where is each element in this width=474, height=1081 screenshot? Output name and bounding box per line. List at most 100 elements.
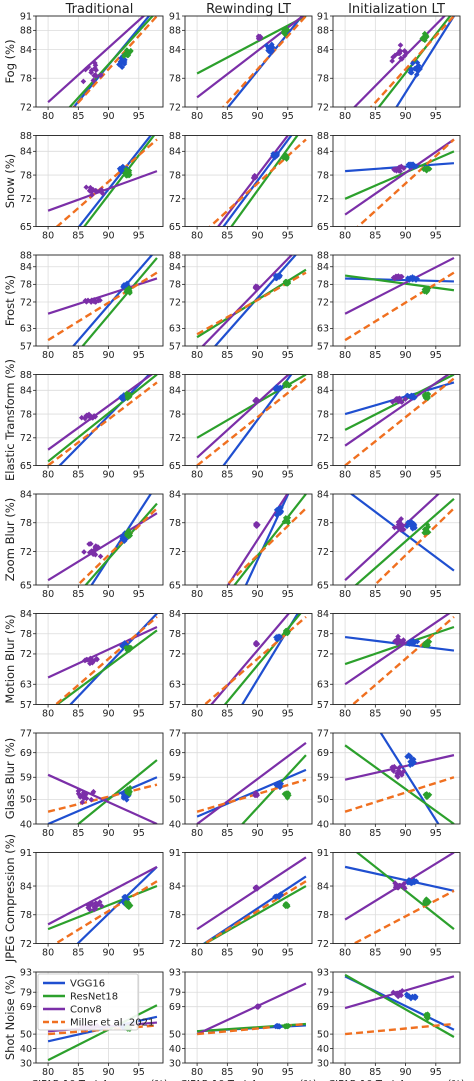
conv-point xyxy=(82,657,89,664)
x-tick-label: 95 xyxy=(133,350,145,361)
x-tick-label: 85 xyxy=(221,948,233,959)
y-tick-label: 50 xyxy=(317,795,329,806)
x-tick-label: 95 xyxy=(430,589,442,600)
vgg-fit-line xyxy=(202,875,307,944)
res-point xyxy=(123,899,129,906)
vgg-fit-line xyxy=(222,374,293,466)
y-tick-label: 88 xyxy=(20,370,32,381)
y-tick-label: 78 xyxy=(317,518,329,529)
miller-fit-line xyxy=(196,778,307,813)
panel-frame xyxy=(332,613,461,705)
panel-frame xyxy=(184,493,313,586)
panel-frame xyxy=(184,732,313,825)
conv-point xyxy=(252,885,259,891)
legend-label: Conv8 xyxy=(70,1005,102,1016)
x-tick-label: 95 xyxy=(133,111,145,122)
x-tick-label: 85 xyxy=(72,350,84,361)
x-tick-label: 80 xyxy=(339,828,351,839)
vgg-point xyxy=(124,282,131,289)
vgg-point xyxy=(276,893,283,899)
y-tick-label: 65 xyxy=(20,222,32,233)
vgg-point xyxy=(274,1023,280,1029)
conv-point xyxy=(393,273,399,280)
res-point xyxy=(282,31,289,38)
x-tick-label: 80 xyxy=(339,231,351,242)
panel: 80 85 90 95 57 63 72 78 84 xyxy=(20,609,164,720)
miller-fit-line xyxy=(351,615,455,705)
miller-fit-line xyxy=(344,776,455,813)
conv-point xyxy=(395,884,402,891)
panel: 80 85 90 95 72 78 84 88 91 xyxy=(169,11,313,122)
conv-point xyxy=(97,297,103,304)
res-fit-line xyxy=(68,16,155,107)
x-tick-label: 85 xyxy=(221,111,233,122)
y-tick-label: 72 xyxy=(20,433,32,444)
y-tick-label: 69 xyxy=(20,1002,32,1013)
vgg-point xyxy=(409,276,416,283)
conv-point xyxy=(390,54,396,60)
y-tick-label: 72 xyxy=(317,102,329,113)
res-point xyxy=(424,287,431,294)
x-tick-label: 95 xyxy=(430,1067,442,1078)
vgg-fit-line xyxy=(213,255,298,346)
conv-point xyxy=(391,763,398,770)
res-fit-line xyxy=(82,135,156,227)
x-tick-label: 80 xyxy=(191,589,203,600)
y-tick-label: 78 xyxy=(20,629,32,640)
y-tick-label: 77 xyxy=(20,728,32,739)
x-tick-label: 95 xyxy=(430,350,442,361)
x-tick-label: 85 xyxy=(369,111,381,122)
x-tick-label: 90 xyxy=(103,828,115,839)
vgg-point xyxy=(121,61,128,67)
conv-fit-line xyxy=(353,16,447,107)
x-tick-label: 95 xyxy=(282,470,294,481)
y-tick-label: 72 xyxy=(317,194,329,205)
conv-point xyxy=(397,42,404,48)
y-tick-label: 72 xyxy=(20,939,32,950)
conv-point xyxy=(88,413,94,420)
x-tick-label: 95 xyxy=(282,828,294,839)
vgg-point xyxy=(414,638,421,645)
x-tick-label: 80 xyxy=(42,709,54,720)
panel-frame xyxy=(184,613,313,705)
vgg-point xyxy=(123,793,130,799)
vgg-point xyxy=(119,533,125,540)
y-tick-label: 84 xyxy=(169,386,181,397)
x-axis-label: CIFAR-10 Test Accuracy (%) xyxy=(180,1079,317,1081)
x-tick-label: 85 xyxy=(221,589,233,600)
y-tick-label: 79 xyxy=(317,988,329,999)
y-tick-label: 30 xyxy=(20,1058,32,1069)
panel-frame xyxy=(35,852,164,944)
y-tick-label: 84 xyxy=(317,147,329,158)
panel-frame xyxy=(184,374,313,466)
res-point xyxy=(125,172,132,178)
res-point xyxy=(424,391,431,398)
x-tick-label: 85 xyxy=(72,231,84,242)
legend-label: ResNet18 xyxy=(70,992,118,1003)
x-tick-label: 90 xyxy=(103,948,115,959)
conv-point xyxy=(399,772,405,778)
y-tick-label: 78 xyxy=(317,629,329,640)
vgg-point xyxy=(122,893,128,900)
res-point xyxy=(124,287,131,294)
y-tick-label: 78 xyxy=(317,910,329,921)
x-tick-label: 80 xyxy=(42,231,54,242)
conv-point xyxy=(86,549,93,556)
res-point xyxy=(125,644,132,651)
conv-point xyxy=(92,65,98,71)
y-tick-label: 65 xyxy=(169,580,181,591)
vgg-point xyxy=(414,276,421,282)
y-tick-label: 78 xyxy=(169,910,181,921)
conv-fit-line xyxy=(201,255,294,346)
y-tick-label: 57 xyxy=(20,700,32,711)
miller-fit-line xyxy=(76,507,158,585)
conv-fit-line xyxy=(47,16,146,104)
panel: 80 85 90 95 65 72 78 84 xyxy=(317,489,461,600)
res-point xyxy=(284,903,290,909)
vgg-point xyxy=(412,525,418,531)
vgg-fit-line xyxy=(196,768,307,818)
panel-frame xyxy=(35,135,164,227)
x-tick-label: 95 xyxy=(133,470,145,481)
res-point xyxy=(283,514,289,521)
